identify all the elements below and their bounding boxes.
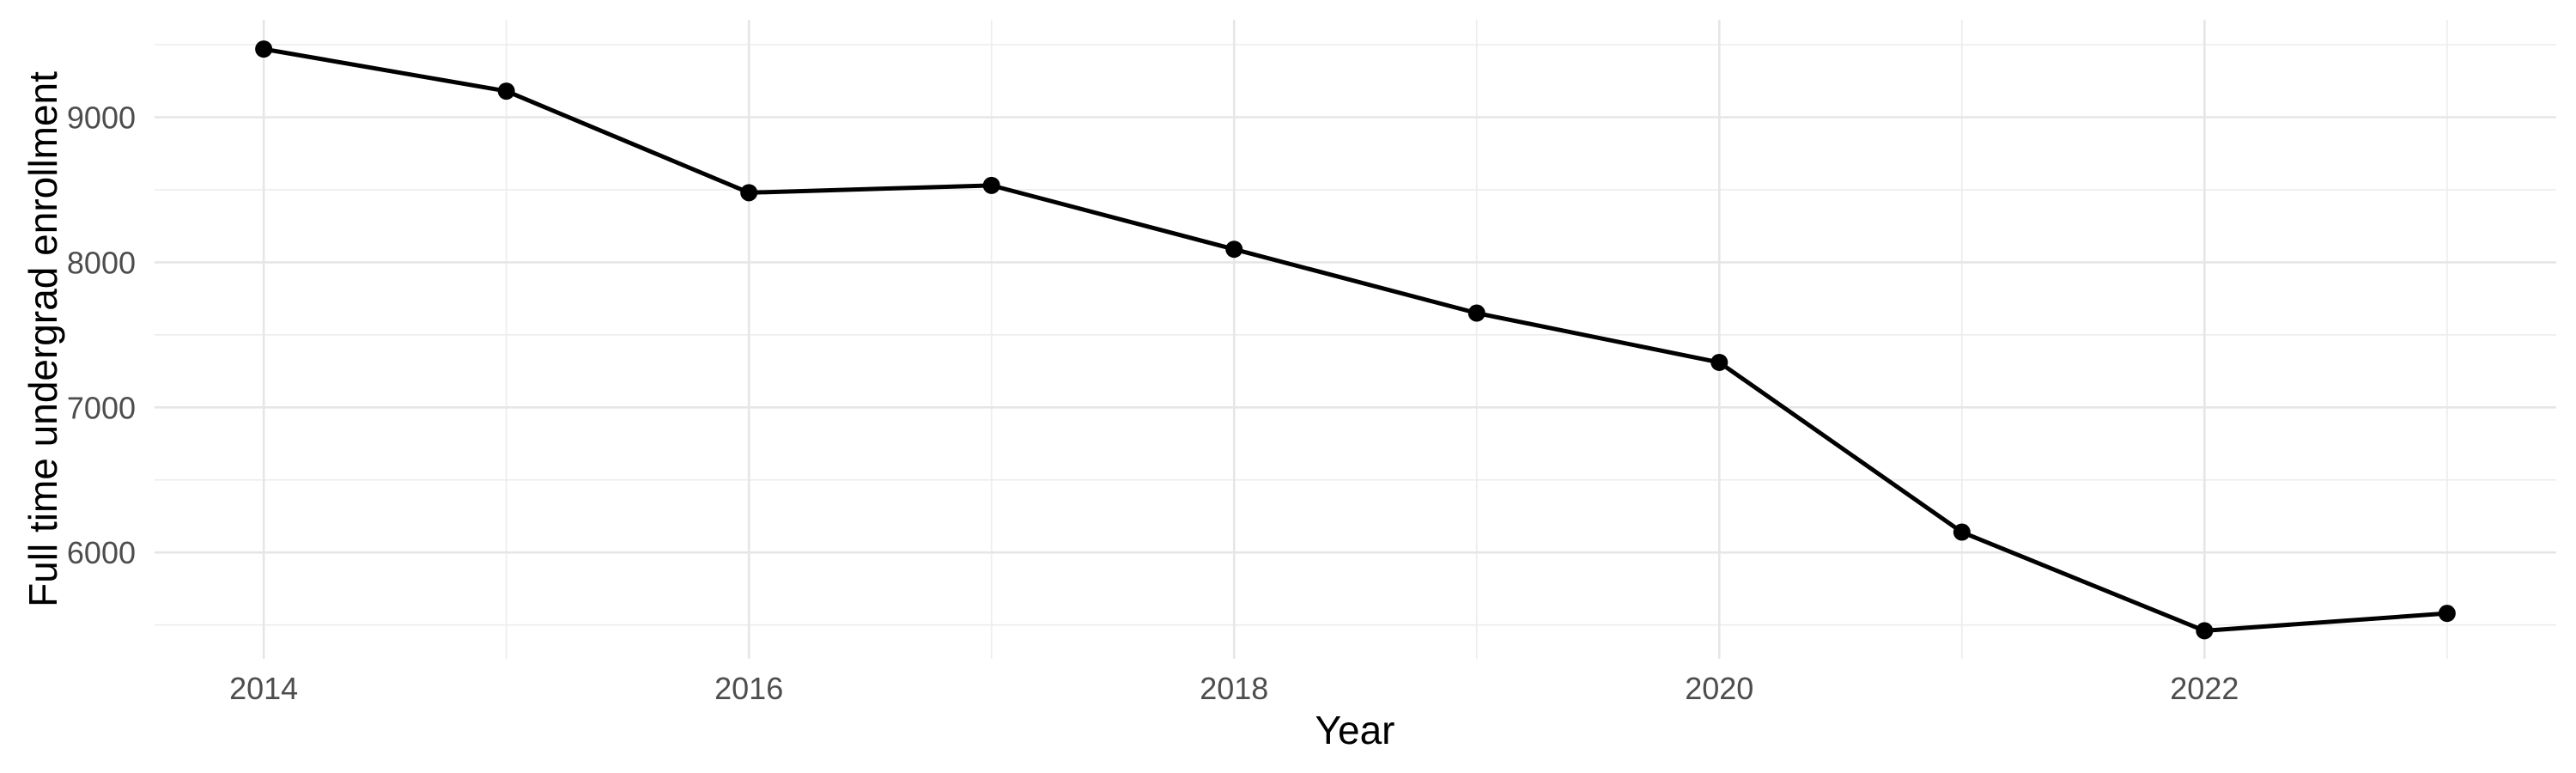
data-point	[1710, 353, 1728, 371]
data-point	[255, 40, 273, 58]
y-tick-label: 8000	[67, 245, 136, 280]
y-tick-label: 9000	[67, 100, 136, 136]
data-point	[982, 176, 1000, 194]
x-tick-label: 2014	[229, 671, 298, 706]
x-tick-label: 2018	[1200, 671, 1268, 706]
x-tick-label: 2016	[714, 671, 783, 706]
y-tick-label: 7000	[67, 390, 136, 425]
series-line	[263, 46, 2448, 633]
y-tick-label: 6000	[67, 535, 136, 570]
data-point	[2438, 605, 2456, 623]
x-tick-label: 2020	[1685, 671, 1753, 706]
data-point	[2196, 622, 2214, 640]
data-point	[1467, 304, 1485, 322]
data-point	[1225, 240, 1243, 259]
data-point	[740, 184, 758, 202]
data-point	[497, 82, 515, 100]
data-point	[1953, 523, 1971, 541]
y-axis-title: Full time undergrad enrollment	[21, 71, 65, 607]
x-tick-label: 2022	[2170, 671, 2239, 706]
x-axis-title: Year	[1315, 708, 1395, 752]
